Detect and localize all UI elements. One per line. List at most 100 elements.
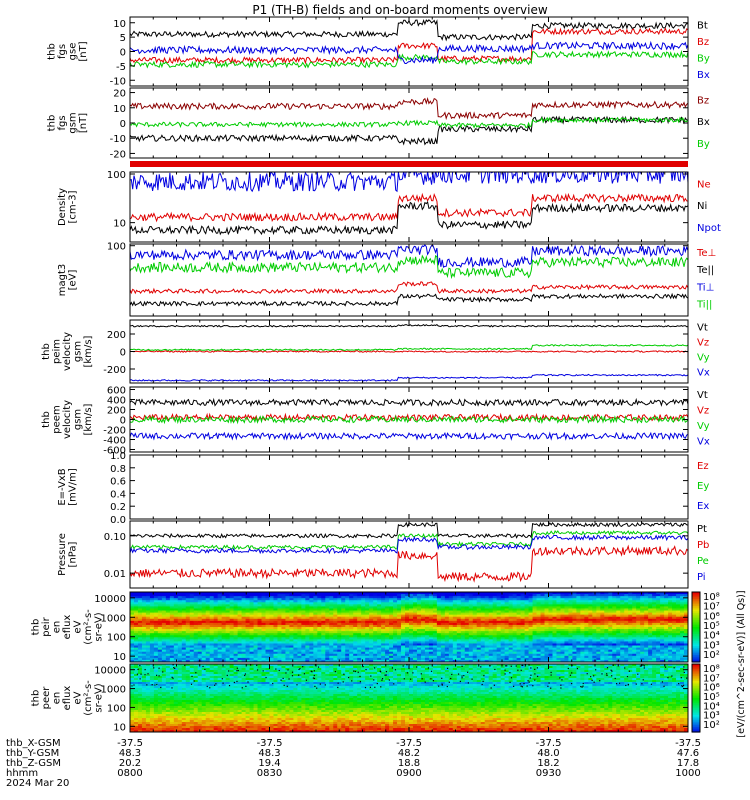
heatmap-cell: [325, 592, 330, 595]
legend-Bx: Bx: [697, 70, 710, 81]
heatmap-cell: [572, 639, 577, 643]
heatmap-cell: [548, 592, 554, 595]
heatmap-cell: [161, 612, 167, 616]
heatmap-cell: [257, 594, 263, 597]
heatmap-cell: [544, 592, 550, 595]
ytick-label: -5: [116, 62, 126, 73]
heatmap-cell: [544, 600, 550, 603]
heatmap-cell: [572, 633, 577, 636]
heatmap-cell: [165, 653, 171, 657]
heatmap-cell: [480, 612, 486, 616]
heatmap-cell: [424, 627, 430, 630]
heatmap-cell: [217, 633, 223, 636]
heatmap-cell: [241, 594, 247, 597]
heatmap-cell: [333, 653, 338, 657]
heatmap-cell: [133, 622, 139, 626]
heatmap-cell: [233, 604, 239, 608]
heatmap-cell: [544, 645, 550, 649]
heatmap-cell: [385, 651, 390, 655]
heatmap-cell: [337, 629, 342, 632]
heatmap-cell: [357, 645, 362, 649]
series-line: [130, 254, 688, 280]
heatmap-cell: [137, 616, 143, 620]
heatmap-cell: [524, 655, 530, 659]
heatmap-cell: [412, 659, 418, 662]
heatmap-cell: [241, 649, 247, 653]
heatmap-cell: [381, 610, 386, 614]
heatmap-cell: [205, 614, 211, 618]
heatmap-cell: [592, 624, 597, 628]
ytick-label: -200: [103, 426, 126, 437]
heatmap-cell: [297, 594, 302, 597]
heatmap-cell: [428, 643, 434, 647]
heatmap-cell: [532, 659, 538, 662]
heatmap-cell: [145, 620, 151, 624]
heatmap-cell: [496, 645, 502, 649]
heatmap-cell: [624, 659, 629, 662]
heatmap-cell: [444, 598, 450, 601]
heatmap-cell: [241, 645, 247, 649]
heatmap-cell: [424, 647, 430, 651]
heatmap-cell: [640, 631, 645, 634]
heatmap-cell: [189, 620, 195, 624]
heatmap-cell: [604, 643, 609, 647]
heatmap-cell: [217, 655, 223, 659]
heatmap-cell: [369, 596, 374, 599]
heatmap-cell: [145, 598, 151, 601]
heatmap-cell: [397, 643, 402, 647]
heatmap-cell: [432, 647, 438, 651]
heatmap-cell: [588, 610, 593, 614]
heatmap-cell: [452, 596, 458, 599]
heatmap-cell: [133, 596, 139, 599]
heatmap-cell: [393, 631, 398, 634]
heatmap-cell: [337, 657, 342, 661]
heatmap-cell: [516, 637, 522, 640]
heatmap-cell: [564, 622, 570, 626]
heatmap-cell: [464, 594, 470, 597]
heatmap-cell: [285, 620, 291, 624]
heatmap-cell: [608, 594, 613, 597]
heatmap-cell: [540, 659, 546, 662]
heatmap-cell: [564, 614, 570, 618]
heatmap-cell: [516, 641, 522, 645]
heatmap-cell: [544, 594, 550, 597]
heatmap-cell: [424, 641, 430, 645]
heatmap-cell: [405, 602, 410, 605]
heatmap-cell: [484, 614, 490, 618]
heatmap-cell: [209, 622, 215, 626]
heatmap-cell: [261, 657, 267, 661]
heatmap-cell: [385, 631, 390, 634]
heatmap-cell: [269, 659, 275, 662]
heatmap-cell: [213, 643, 219, 647]
heatmap-cell: [496, 600, 502, 603]
heatmap-cell: [405, 622, 410, 626]
heatmap-cell: [133, 604, 139, 608]
heatmap-cell: [321, 629, 326, 632]
heatmap-cell: [504, 647, 510, 651]
heatmap-cell: [301, 627, 306, 630]
heatmap-cell: [604, 659, 609, 662]
heatmap-cell: [349, 637, 354, 640]
heatmap-cell: [556, 635, 562, 638]
heatmap-cell: [137, 598, 143, 601]
heatmap-cell: [205, 637, 211, 640]
heatmap-cell: [213, 629, 219, 632]
heatmap-cell: [209, 610, 215, 614]
heatmap-cell: [476, 608, 482, 612]
heatmap-cell: [349, 653, 354, 657]
heatmap-cell: [544, 637, 550, 640]
heatmap-cell: [285, 633, 291, 636]
heatmap-cell: [281, 647, 287, 651]
ytick-label: -200: [103, 365, 126, 376]
heatmap-cell: [405, 592, 410, 595]
heatmap-cell: [416, 596, 422, 599]
heatmap-cell: [277, 631, 283, 634]
heatmap-cell: [205, 624, 211, 628]
heatmap-cell: [201, 655, 207, 659]
heatmap-cell: [325, 653, 330, 657]
heatmap-cell: [636, 606, 641, 610]
heatmap-cell: [440, 637, 446, 640]
heatmap-cell: [181, 657, 187, 661]
heatmap-cell: [572, 629, 577, 632]
series-line: [130, 323, 688, 328]
